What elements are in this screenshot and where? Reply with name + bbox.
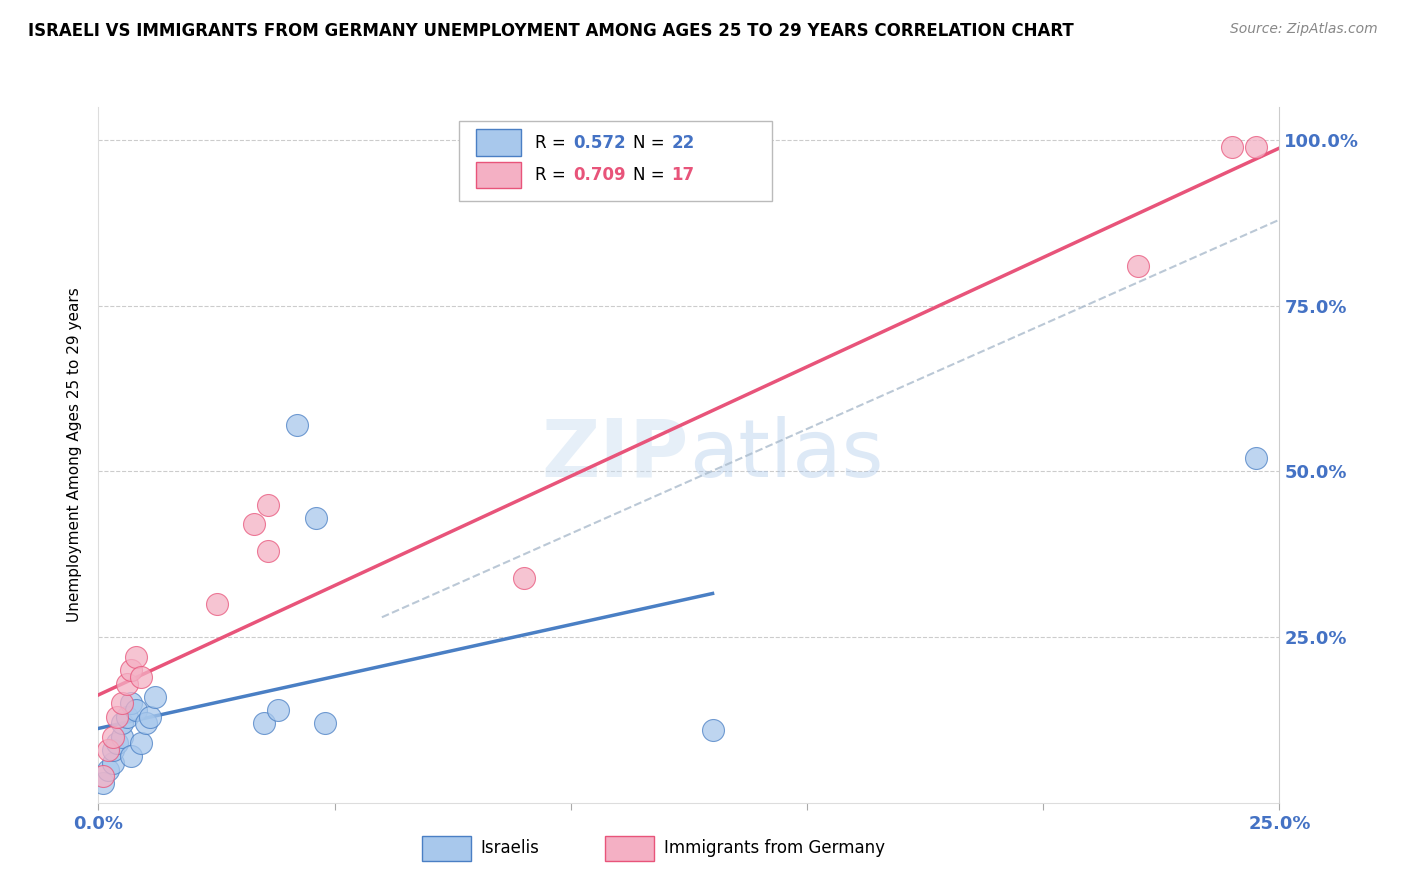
Text: Israelis: Israelis (481, 839, 540, 857)
Point (125, 703, 148, 717)
Point (267, 703, 290, 717)
Text: R =: R = (536, 134, 567, 152)
Text: 0.709: 0.709 (574, 166, 626, 185)
Point (139, 709, 162, 723)
Point (129, 736, 152, 750)
Point (115, 709, 138, 723)
FancyBboxPatch shape (458, 121, 772, 201)
Point (121, 749, 143, 764)
Point (512, 570, 534, 584)
Point (305, 511, 328, 525)
Point (243, 517, 266, 532)
Point (285, 418, 308, 433)
Point (1244, 140, 1267, 154)
Point (121, 663, 143, 677)
Point (205, 597, 228, 611)
FancyBboxPatch shape (477, 129, 522, 156)
Point (105, 736, 128, 750)
Text: Source: ZipAtlas.com: Source: ZipAtlas.com (1230, 22, 1378, 37)
Point (111, 716, 134, 731)
Text: 17: 17 (671, 166, 695, 185)
Text: ISRAELI VS IMMIGRANTS FROM GERMANY UNEMPLOYMENT AMONG AGES 25 TO 29 YEARS CORREL: ISRAELI VS IMMIGRANTS FROM GERMANY UNEMP… (28, 22, 1074, 40)
Point (702, 723, 724, 737)
Point (129, 670, 152, 684)
Text: 0.572: 0.572 (574, 134, 626, 152)
Point (257, 544, 280, 558)
Point (111, 697, 134, 711)
Point (101, 743, 124, 757)
Text: 22: 22 (671, 134, 695, 152)
Text: N =: N = (634, 166, 665, 185)
Point (91, 776, 114, 790)
Text: R =: R = (536, 166, 567, 185)
Text: atlas: atlas (689, 416, 883, 494)
Point (1244, 451, 1267, 466)
Point (115, 676, 138, 690)
Point (97, 743, 120, 757)
Text: N =: N = (634, 134, 665, 152)
Point (121, 697, 143, 711)
Point (257, 498, 280, 512)
Point (1126, 259, 1149, 273)
Point (105, 709, 128, 723)
Point (1220, 140, 1243, 154)
Point (97, 763, 120, 777)
Point (314, 716, 336, 731)
Point (135, 716, 157, 731)
Point (91, 769, 114, 783)
Point (143, 690, 166, 704)
Text: ZIP: ZIP (541, 416, 689, 494)
Y-axis label: Unemployment Among Ages 25 to 29 years: Unemployment Among Ages 25 to 29 years (67, 287, 83, 623)
Point (253, 716, 276, 731)
FancyBboxPatch shape (477, 162, 522, 188)
Point (125, 650, 148, 665)
Point (101, 756, 124, 770)
Point (101, 730, 124, 744)
Text: Immigrants from Germany: Immigrants from Germany (664, 839, 884, 857)
Point (111, 730, 134, 744)
